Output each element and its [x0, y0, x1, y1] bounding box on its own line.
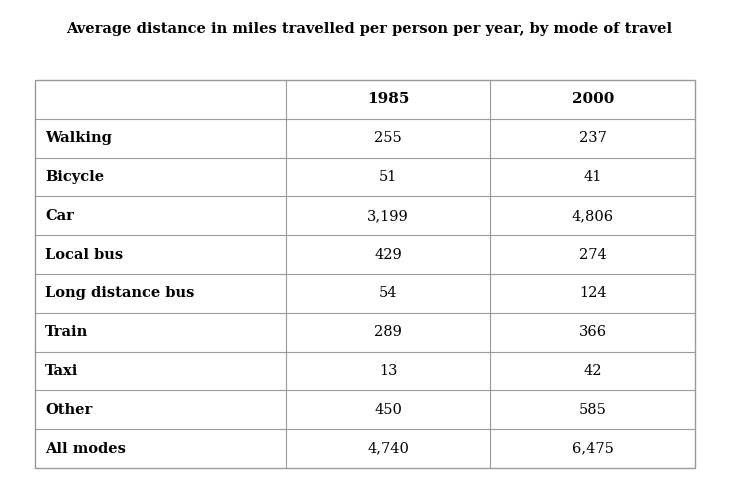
Text: Bicycle: Bicycle [45, 170, 104, 184]
Text: 13: 13 [379, 364, 397, 378]
Text: 1985: 1985 [367, 93, 410, 107]
Text: Long distance bus: Long distance bus [45, 286, 194, 300]
Text: 124: 124 [579, 286, 607, 300]
Text: Average distance in miles travelled per person per year, by mode of travel: Average distance in miles travelled per … [66, 22, 672, 36]
Text: 3,199: 3,199 [368, 209, 409, 223]
Text: 429: 429 [374, 248, 402, 262]
Text: 2000: 2000 [571, 93, 614, 107]
Text: Other: Other [45, 403, 92, 417]
Text: 42: 42 [584, 364, 602, 378]
Text: 289: 289 [374, 325, 402, 339]
Text: 41: 41 [584, 170, 602, 184]
Text: 366: 366 [579, 325, 607, 339]
Text: 6,475: 6,475 [572, 442, 613, 455]
Text: 237: 237 [579, 131, 607, 145]
Text: Train: Train [45, 325, 89, 339]
Text: Taxi: Taxi [45, 364, 78, 378]
Text: 450: 450 [374, 403, 402, 417]
Text: 585: 585 [579, 403, 607, 417]
Text: 4,806: 4,806 [572, 209, 614, 223]
Text: All modes: All modes [45, 442, 126, 455]
Text: Local bus: Local bus [45, 248, 123, 262]
Text: Walking: Walking [45, 131, 112, 145]
Text: 255: 255 [374, 131, 402, 145]
Text: 54: 54 [379, 286, 397, 300]
Text: 274: 274 [579, 248, 607, 262]
Text: 4,740: 4,740 [368, 442, 409, 455]
Text: 51: 51 [379, 170, 397, 184]
Bar [35, 80, 695, 468]
Text: Car: Car [45, 209, 74, 223]
